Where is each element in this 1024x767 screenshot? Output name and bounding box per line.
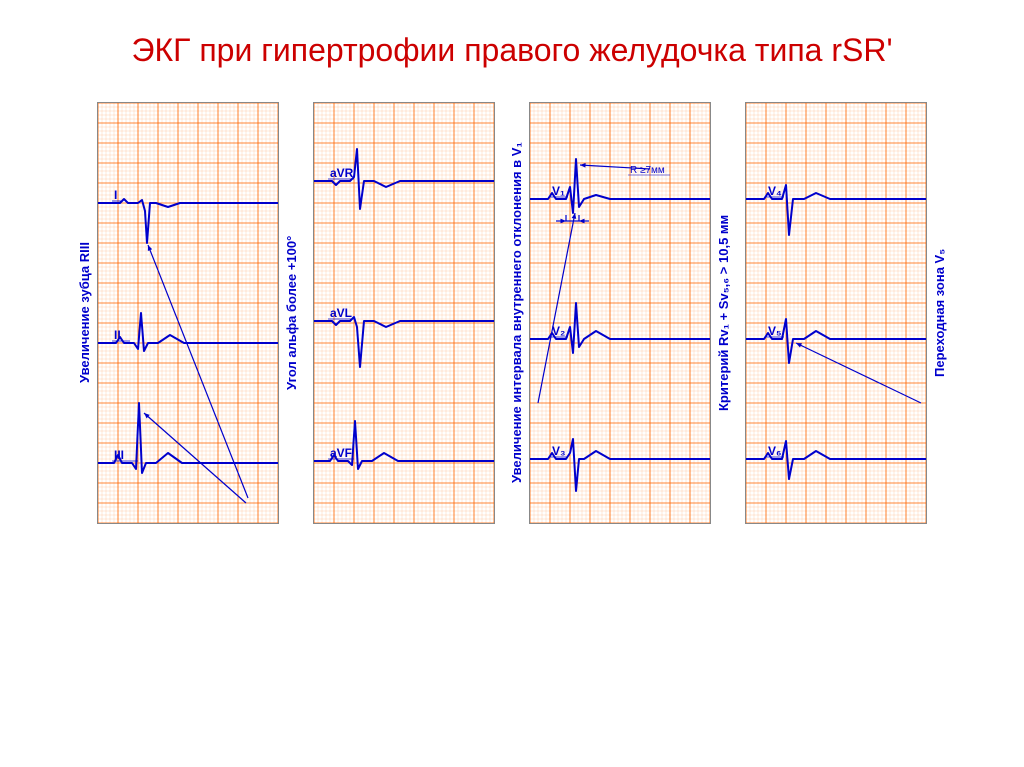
page-title: ЭКГ при гипертрофии правого желудочка ти… — [10, 30, 1014, 72]
panel-3-label-right: Критерий Rv₁ + Sv₅,₆ > 10,5 мм — [714, 102, 733, 524]
svg-text:V₂: V₂ — [552, 324, 565, 338]
svg-text:I: I — [114, 188, 117, 202]
panel-3-svg: V₁ V₂ V₃ R ≥7мм — [530, 103, 710, 523]
panel-3-label-left: Увеличение интервала внутреннего отклоне… — [507, 102, 526, 524]
svg-text:II: II — [114, 328, 121, 342]
svg-text:V₄: V₄ — [768, 184, 782, 198]
panel-2: aVR aVL aVF — [313, 102, 495, 524]
panel-4-svg: V₄ V₅ V₆ — [746, 103, 926, 523]
panel-3-wrap: Увеличение интервала внутреннего отклоне… — [507, 102, 733, 524]
svg-text:R ≥7мм: R ≥7мм — [630, 165, 665, 176]
panel-4-label-right: Переходная зона V₅ — [930, 102, 949, 524]
svg-text:V₆: V₆ — [768, 444, 781, 458]
svg-text:III: III — [114, 448, 124, 462]
svg-text:V₅: V₅ — [768, 324, 782, 338]
svg-text:V₃: V₃ — [552, 444, 566, 458]
panel-4: V₄ V₅ V₆ — [745, 102, 927, 524]
panel-2-svg: aVR aVL aVF — [314, 103, 494, 523]
svg-text:aVF: aVF — [330, 446, 352, 460]
svg-text:V₁: V₁ — [552, 184, 565, 198]
panel-4-wrap: V₄ V₅ V₆ Переходная зона V₅ — [745, 102, 949, 524]
panel-1-label-left: Увеличение зубца RIII — [75, 102, 94, 524]
ecg-panels: Увеличение зубца RIII IIIIII Угол альфа … — [10, 102, 1014, 524]
panel-1-label-right: Угол альфа более +100° — [282, 102, 301, 524]
panel-3: V₁ V₂ V₃ R ≥7мм — [529, 102, 711, 524]
panel-1: IIIIII — [97, 102, 279, 524]
panel-1-wrap: Увеличение зубца RIII IIIIII Угол альфа … — [75, 102, 301, 524]
svg-text:aVR: aVR — [330, 166, 354, 180]
svg-text:aVL: aVL — [330, 306, 352, 320]
panel-2-wrap: aVR aVL aVF — [313, 102, 495, 524]
panel-1-svg: IIIIII — [98, 103, 278, 523]
